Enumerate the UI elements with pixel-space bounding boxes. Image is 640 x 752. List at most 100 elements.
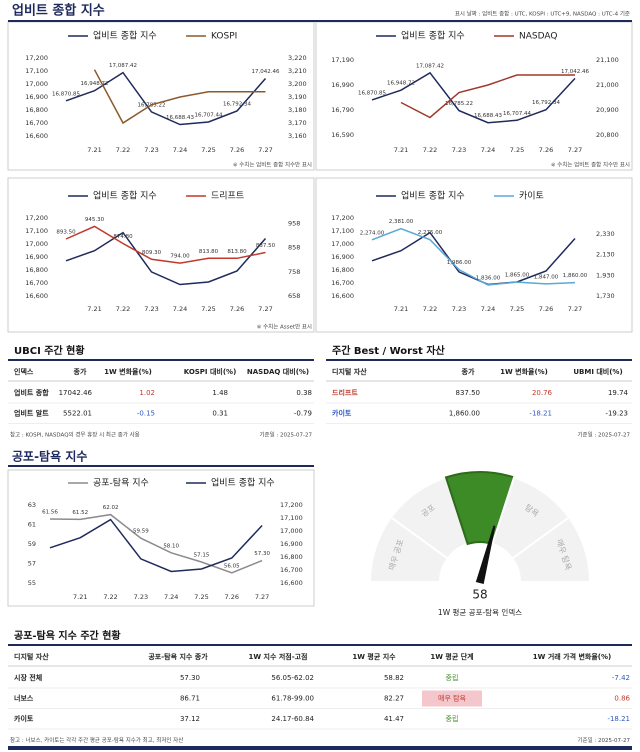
series-line [65,225,266,264]
table-cell: 86.71 [180,695,200,703]
value-label: 16,707.44 [503,111,531,117]
y-tick-label: 16,990 [331,81,354,89]
x-tick-label: 7.25 [194,593,208,601]
chart-note: ※ 수치는 Asset만 표시 [257,323,312,331]
table-cell: -18.21 [607,715,630,723]
legend-label: 업비트 종합 지수 [401,191,465,202]
x-tick-label: 7.25 [510,305,524,313]
section-title: 공포-탐욕 지수 [12,449,87,464]
value-label: 61.52 [72,510,88,516]
legend-label: NASDAQ [519,32,557,42]
series-line [371,227,576,286]
value-label: 813.80 [227,249,247,255]
y-tick-label: 61 [28,521,36,529]
value-label: 16,688.43 [166,115,194,121]
value-label: 16,870.85 [52,91,80,97]
value-label: 58.10 [163,543,179,549]
bottom-rule [8,746,632,750]
y-tick-label: 858 [288,244,300,252]
table-cell: -7.42 [612,674,630,682]
value-label: 16,948.72 [387,81,415,87]
y-tick-label: 20,800 [596,131,619,139]
table-cell: 카이토 [14,714,34,723]
x-tick-label: 7.26 [230,305,244,313]
y-tick-label: 16,600 [25,132,48,140]
value-label: 874.80 [113,234,133,240]
y-tick-label: 17,200 [25,214,48,222]
y-tick-label: 16,800 [280,553,303,561]
table-cell: 매우 탐욕 [438,695,467,703]
x-tick-label: 7.22 [423,146,437,154]
y-tick-label: 16,790 [331,106,354,114]
x-tick-label: 7.26 [225,593,239,601]
x-tick-label: 7.26 [539,305,553,313]
y-tick-label: 3,200 [288,80,307,88]
x-tick-label: 7.26 [539,146,553,154]
value-label: 1,986.00 [447,260,472,266]
legend-label: 공포-탐욕 지수 [93,477,149,489]
value-label: 837.50 [256,243,276,249]
series-line [371,231,576,286]
table-cell: 837.50 [456,389,481,397]
y-tick-label: 958 [288,219,300,227]
legend-label: KOSPI [211,32,237,42]
x-tick-label: 7.22 [103,593,117,601]
x-tick-label: 7.25 [201,305,215,313]
value-label: 794.00 [170,254,190,260]
x-tick-label: 7.24 [164,593,178,601]
panel [7,469,315,607]
title-rule [8,465,314,467]
table-cell: 5522.01 [63,410,92,418]
table-cell: 1.02 [139,389,155,397]
legend-label: 카이토 [519,191,544,202]
table-cell: 20.76 [532,389,553,397]
panel [315,177,633,333]
table-cell: 41.47 [384,715,404,723]
x-tick-label: 7.26 [230,146,244,154]
y-tick-label: 16,700 [331,279,354,287]
series-line [371,71,576,124]
value-label: 62.02 [103,505,119,511]
value-label: 57.30 [254,551,270,557]
series-line [65,231,267,286]
table-note: 참고 : KOSPI, NASDAQ의 경우 휴장 시 최근 종가 사용 [10,431,140,439]
y-tick-label: 17,100 [280,514,303,522]
y-tick-label: 16,800 [25,106,48,114]
y-tick-label: 17,100 [25,227,48,235]
column-header: 1W 지수 저점-고점 [248,652,307,661]
value-label: 17,042.46 [561,69,589,75]
x-tick-label: 7.27 [255,593,269,601]
y-tick-label: 16,900 [25,93,48,101]
value-label: 2,381.00 [389,219,414,225]
table-cell: 0.86 [614,695,630,703]
table-cell: 0.31 [212,410,228,418]
value-label: 16,707.44 [195,113,223,119]
y-tick-label: 63 [28,501,36,509]
value-label: 1,847.00 [534,274,559,280]
table-cell: -0.15 [137,410,155,418]
value-label: 1,860.00 [563,273,588,279]
column-header: 1W 변화율(%) [104,367,152,376]
y-tick-label: 16,600 [25,292,48,300]
x-tick-label: 7.23 [134,593,148,601]
table-cell: 중립 [446,715,459,723]
x-tick-label: 7.24 [173,305,187,313]
chart-note: ※ 수치는 업비트 종합 지수만 표시 [233,161,312,169]
y-tick-label: 3,170 [288,119,307,127]
series-line [400,74,575,119]
y-tick-label: 20,900 [596,106,619,114]
table-cell: 24.17-60.84 [271,715,314,723]
table-cell: 1.48 [212,389,228,397]
legend-label: 드리프트 [211,191,244,202]
table-cell: 57.30 [180,674,200,682]
y-tick-label: 17,000 [25,80,48,88]
y-tick-label: 17,100 [25,67,48,75]
series-line [65,71,267,126]
y-tick-label: 3,180 [288,106,307,114]
value-label: 59.59 [133,529,149,535]
table-cell: 56.05-62.02 [271,674,314,682]
table-cell: -18.21 [529,410,552,418]
y-tick-label: 55 [28,579,36,587]
value-label: 16,785.22 [445,101,473,107]
